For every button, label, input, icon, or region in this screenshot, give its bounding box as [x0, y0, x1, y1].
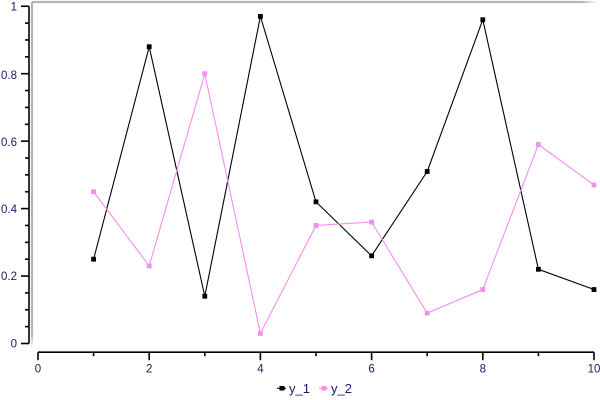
svg-text:2: 2 — [146, 364, 152, 376]
svg-text:0: 0 — [35, 364, 41, 376]
svg-text:1: 1 — [11, 1, 17, 13]
svg-text:0.4: 0.4 — [1, 204, 18, 216]
svg-text:10: 10 — [588, 364, 600, 376]
svg-text:y_2: y_2 — [331, 381, 352, 396]
svg-text:6: 6 — [368, 364, 374, 376]
svg-text:0.2: 0.2 — [1, 271, 17, 283]
svg-text:0.6: 0.6 — [1, 137, 17, 149]
svg-text:0.8: 0.8 — [1, 70, 17, 82]
svg-text:4: 4 — [257, 364, 264, 376]
svg-text:8: 8 — [480, 364, 486, 376]
svg-text:0: 0 — [11, 338, 17, 350]
svg-text:y_1: y_1 — [289, 381, 310, 396]
